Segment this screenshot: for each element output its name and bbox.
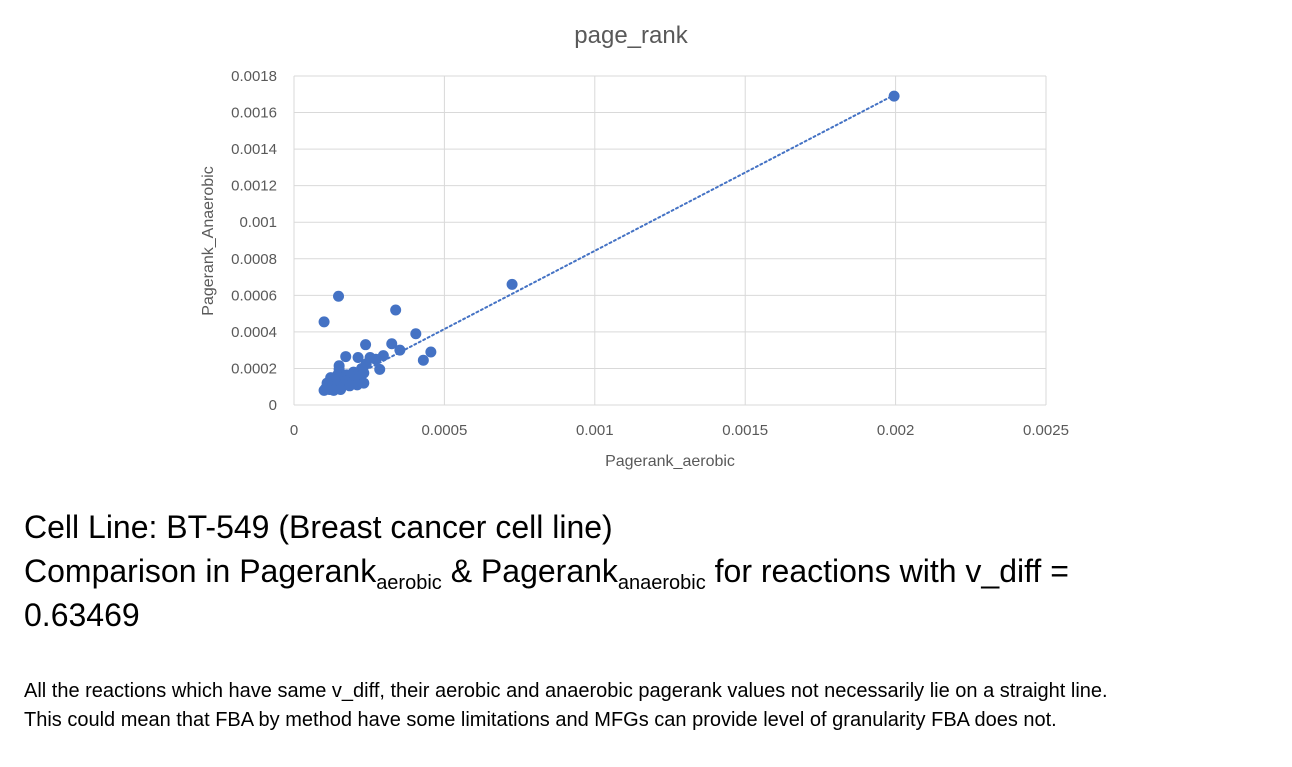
- y-tick-label: 0.001: [239, 214, 277, 231]
- caption-line-3: 0.63469: [24, 597, 140, 633]
- data-point: [335, 383, 347, 395]
- data-point: [394, 344, 406, 356]
- caption-mid: & Pagerank: [441, 553, 618, 589]
- data-point: [417, 354, 429, 366]
- scatter-chart: page_rank 0 0.0002 0.0004 0.0006 0.0008 0.001…: [200, 22, 1069, 470]
- data-point: [352, 351, 364, 363]
- x-tick-label: 0.002: [877, 422, 915, 439]
- y-tick-label: 0.0016: [231, 105, 277, 122]
- x-tick-label: 0: [290, 422, 298, 439]
- tick-labels: 0 0.0002 0.0004 0.0006 0.0008 0.001 0.0012 0.00…: [231, 68, 1069, 439]
- y-tick-label: 0.0008: [231, 251, 277, 268]
- y-tick-label: 0.0014: [231, 141, 277, 158]
- caption: Cell Line: BT-549 (Breast cancer cell li…: [24, 505, 1274, 637]
- data-point: [386, 338, 398, 350]
- data-point: [340, 351, 352, 363]
- data-point: [425, 346, 437, 358]
- data-point: [318, 316, 330, 328]
- data-point: [333, 290, 345, 302]
- data-point: [888, 90, 900, 102]
- x-tick-label: 0.001: [576, 422, 614, 439]
- y-tick-label: 0.0012: [231, 178, 277, 195]
- note-line-1: All the reactions which have same v_diff…: [24, 680, 1108, 702]
- trendline-layer: [329, 93, 897, 390]
- y-tick-label: 0.0006: [231, 287, 277, 304]
- note: All the reactions which have same v_diff…: [24, 677, 1284, 735]
- caption-subscript-aerobic: aerobic: [376, 572, 442, 594]
- data-point: [390, 304, 402, 316]
- caption-subscript-anaerobic: anaerobic: [617, 572, 706, 594]
- data-point: [360, 339, 372, 351]
- x-axis-label: Pagerank_aerobic: [605, 453, 735, 470]
- caption-suffix: for reactions with v_diff =: [705, 553, 1069, 589]
- data-point: [344, 380, 356, 392]
- caption-line-2: Comparison in Pagerankaerobic & Pagerank…: [24, 549, 1274, 593]
- chart-svg: page_rank 0 0.0002 0.0004 0.0006 0.0008 0.001…: [200, 22, 1069, 470]
- y-tick-label: 0.0002: [231, 360, 277, 377]
- chart-title: page_rank: [574, 22, 688, 49]
- data-points: [318, 90, 900, 396]
- data-point: [374, 363, 386, 375]
- trendline: [329, 93, 897, 390]
- y-axis-label: Pagerank_Anaerobic: [200, 166, 217, 315]
- x-tick-label: 0.0005: [421, 422, 467, 439]
- data-point: [370, 353, 382, 365]
- y-tick-label: 0: [269, 397, 277, 414]
- data-point: [410, 328, 422, 340]
- caption-line-1: Cell Line: BT-549 (Breast cancer cell li…: [24, 509, 613, 545]
- x-tick-label: 0.0015: [722, 422, 768, 439]
- y-tick-label: 0.0004: [231, 324, 277, 341]
- data-point: [318, 384, 330, 396]
- data-point: [506, 278, 518, 290]
- note-line-2: This could mean that FBA by method have …: [24, 709, 1057, 731]
- x-tick-label: 0.0025: [1023, 422, 1069, 439]
- caption-prefix: Comparison in Pagerank: [24, 553, 377, 589]
- y-tick-label: 0.0018: [231, 68, 277, 85]
- gridlines: [293, 75, 1047, 406]
